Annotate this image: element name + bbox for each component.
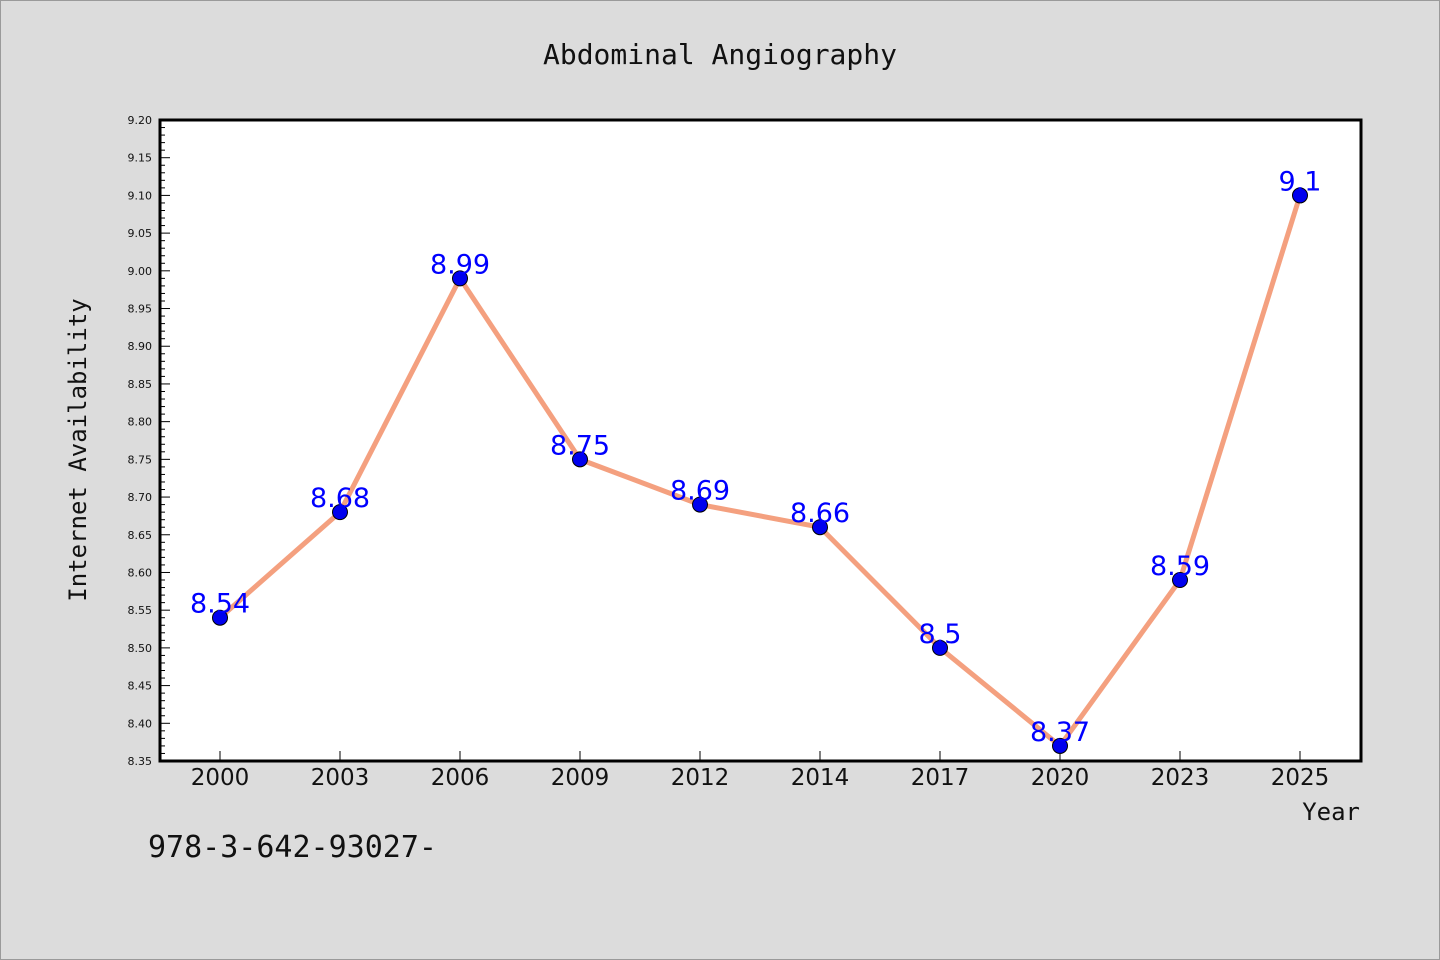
y-tick-label: 9.00 <box>128 265 153 278</box>
y-tick-label: 8.50 <box>128 642 153 655</box>
y-tick-label: 8.40 <box>128 717 153 730</box>
series-group: 8.54 8.68 8.99 8.75 8.69 8.66 8.5 8.37 8.59 9.1 <box>190 166 1322 754</box>
y-tick-label: 8.95 <box>128 303 153 316</box>
data-point <box>332 504 348 521</box>
y-tick-label: 8.65 <box>128 529 153 542</box>
data-label: 9.1 <box>1279 166 1322 197</box>
y-tick-label: 8.35 <box>128 755 153 768</box>
y-axis: 8.35 8.40 8.45 8.50 8.55 8.60 8.65 8.70 8.75 8.80… <box>128 114 170 768</box>
x-tick-label: 2006 <box>431 765 490 791</box>
data-label: 8.66 <box>790 498 850 529</box>
data-point <box>572 451 588 468</box>
y-tick-label: 8.45 <box>128 680 153 693</box>
y-tick-label: 8.75 <box>128 453 153 466</box>
data-label: 8.37 <box>1030 717 1090 748</box>
y-axis-label: Internet Availability <box>64 298 92 601</box>
x-tick-label: 2003 <box>311 765 370 791</box>
data-label: 8.68 <box>310 483 370 514</box>
y-tick-label: 8.80 <box>128 416 153 429</box>
data-point <box>1052 737 1068 754</box>
series-line <box>217 192 1303 749</box>
data-point <box>692 496 708 513</box>
data-label: 8.69 <box>670 476 730 507</box>
chart-title: Abdominal Angiography <box>543 38 897 71</box>
y-tick-label: 9.10 <box>128 189 153 202</box>
x-tick-label: 2017 <box>911 765 970 791</box>
y-tick-label: 8.55 <box>128 604 153 617</box>
y-tick-label: 9.15 <box>128 152 153 165</box>
y-tick-label: 8.70 <box>128 491 153 504</box>
y-tick-label: 9.05 <box>128 227 153 240</box>
data-label: 8.5 <box>919 619 962 650</box>
y-tick-label: 8.85 <box>128 378 153 391</box>
x-tick-label: 2023 <box>1151 765 1210 791</box>
x-axis: 2000 2003 2006 2009 2012 2014 2017 2020 2023 2025 <box>191 751 1330 791</box>
plot-area <box>158 118 1363 763</box>
x-tick-label: 2009 <box>551 765 610 791</box>
x-tick-label: 2012 <box>671 765 730 791</box>
data-label: 8.54 <box>190 589 250 620</box>
data-point <box>1292 187 1308 204</box>
data-label: 8.59 <box>1150 551 1210 582</box>
data-point <box>812 519 828 536</box>
x-axis-label: Year <box>1302 798 1360 826</box>
x-tick-label: 2025 <box>1271 765 1330 791</box>
data-label: 8.99 <box>430 249 490 280</box>
y-tick-label: 8.60 <box>128 566 153 579</box>
data-point <box>932 639 948 656</box>
footer-code: 978-3-642-93027- <box>148 830 437 865</box>
data-point <box>1172 572 1188 589</box>
x-tick-label: 2020 <box>1031 765 1090 791</box>
data-point <box>212 609 228 626</box>
data-point <box>452 270 468 287</box>
x-tick-label: 2014 <box>791 765 850 791</box>
x-tick-label: 2000 <box>191 765 250 791</box>
y-tick-label: 9.20 <box>128 114 153 127</box>
y-tick-label: 8.90 <box>128 340 153 353</box>
data-label: 8.75 <box>550 430 610 461</box>
